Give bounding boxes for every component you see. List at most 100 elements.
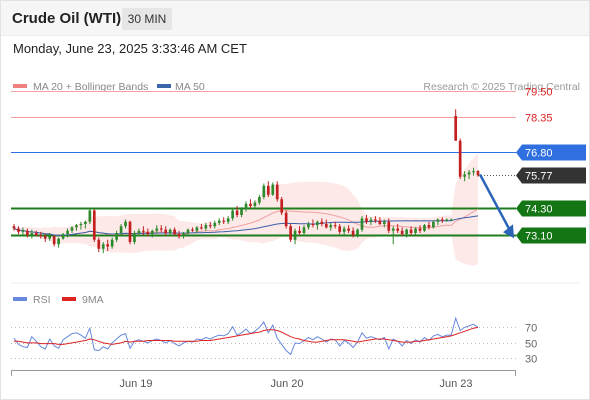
candle-body <box>173 229 176 235</box>
level-label-76-80: 76.80 <box>525 148 553 160</box>
forecast-arrow-line <box>478 173 514 235</box>
candle-body <box>12 226 16 229</box>
timeframe-button[interactable]: 30 MIN <box>122 8 172 30</box>
candle-body <box>423 225 426 231</box>
candle-body <box>240 209 243 215</box>
candle-body <box>324 224 328 228</box>
candle-body <box>133 233 136 242</box>
candle-body <box>222 220 226 222</box>
candle-body <box>414 228 417 233</box>
candle-body <box>48 236 52 239</box>
candle-body <box>34 233 38 236</box>
candle-body <box>70 227 74 231</box>
forecast-arrowhead <box>503 224 514 239</box>
candle-body <box>52 236 56 245</box>
candle-body <box>124 221 127 227</box>
candle-body <box>177 234 181 237</box>
candle-body <box>26 230 29 236</box>
candle-body <box>128 221 132 242</box>
candle-body <box>191 229 194 231</box>
candle-body <box>396 228 400 231</box>
candle-body <box>17 228 20 232</box>
level-label-73-10: 73.10 <box>525 231 553 243</box>
instrument-title: Crude Oil (WTI) <box>12 10 122 27</box>
level-tag-73-10 <box>516 227 586 244</box>
candle-body <box>316 221 319 226</box>
candle-body <box>119 226 123 233</box>
candle-body <box>155 228 159 231</box>
candle-body <box>342 228 346 232</box>
candle-body <box>164 229 168 233</box>
legend-label-ma20: MA 20 + Bollinger Bands <box>33 81 148 93</box>
legend-swatch-9ma <box>62 297 76 301</box>
candle-body <box>427 225 431 228</box>
candle-body <box>400 230 404 235</box>
legend-swatch-ma50 <box>157 84 171 88</box>
candle-body <box>432 221 435 228</box>
candle-body <box>275 184 279 200</box>
legend-credit: Research © 2025 Trading Central <box>423 81 580 93</box>
candle-body <box>235 210 239 215</box>
chart-header: Crude Oil (WTI) 30 MIN <box>1 1 589 36</box>
candle-body <box>159 228 163 230</box>
candle-body <box>88 210 92 222</box>
level-label-78-35: 78.35 <box>525 113 553 125</box>
candle-body <box>374 219 377 221</box>
candle-body <box>271 184 275 195</box>
candle-body <box>405 229 408 235</box>
candle-body <box>418 228 422 231</box>
candle-body <box>333 225 337 227</box>
candle-body <box>66 230 69 235</box>
x-tick-Jun-19: Jun 19 <box>119 378 152 390</box>
candle-body <box>472 171 475 173</box>
candle-body <box>369 219 373 222</box>
candle-body <box>75 225 78 228</box>
candle-body <box>311 224 315 226</box>
candle-body <box>249 203 252 206</box>
candle-body <box>61 234 65 239</box>
candle-body <box>106 244 110 247</box>
candle-body <box>302 227 306 233</box>
candle-body <box>307 224 310 228</box>
candle-body <box>195 227 199 231</box>
candle-body <box>57 238 60 245</box>
candle-body <box>84 221 87 224</box>
candle-body <box>204 225 208 229</box>
rsi-tick-50: 50 <box>525 339 537 351</box>
candle-body <box>445 219 449 221</box>
candle-body <box>92 210 96 240</box>
legend-label-ma50: MA 50 <box>175 81 205 93</box>
candle-body <box>387 221 391 231</box>
candle-body <box>168 229 172 233</box>
candle-body <box>378 220 382 224</box>
rsi-tick-70: 70 <box>525 323 537 335</box>
candle-body <box>409 229 413 233</box>
candle-body <box>186 229 190 233</box>
legend-swatch-rsi <box>13 297 27 301</box>
candle-body <box>298 230 301 233</box>
rsi-tick-30: 30 <box>525 354 537 366</box>
candle-body <box>360 218 364 230</box>
candle-body <box>142 230 145 232</box>
candle-body <box>43 236 47 239</box>
candle-body <box>284 212 288 227</box>
candle-body <box>200 227 203 229</box>
level-tag-76-80 <box>516 144 586 161</box>
candle-body <box>391 228 395 231</box>
level-label-75-77: 75.77 <box>525 171 553 183</box>
candle-body <box>440 219 444 221</box>
legend-label-rsi: RSI <box>33 294 51 306</box>
x-tick-Jun-20: Jun 20 <box>270 378 303 390</box>
candle-body <box>320 221 324 224</box>
candle-body <box>329 225 333 228</box>
x-tick-Jun-23: Jun 23 <box>439 378 472 390</box>
candle-body <box>449 219 453 221</box>
level-tag-74-30 <box>516 200 586 217</box>
candle-body <box>21 230 25 232</box>
level-label-79-50: 79.50 <box>525 87 553 99</box>
candle-body <box>347 228 350 231</box>
candle-body <box>476 171 480 176</box>
candle-body <box>258 197 261 203</box>
candle-body <box>97 239 101 249</box>
candle-body <box>338 226 342 232</box>
